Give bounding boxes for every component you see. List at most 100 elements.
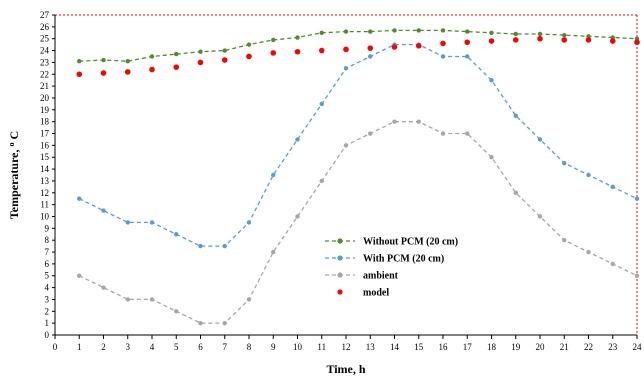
y-tick-labels: 0123456789101112131415161718192021222324… <box>40 10 55 340</box>
data-point-model <box>609 38 616 44</box>
data-point-without-pcm-20-cm <box>562 32 567 38</box>
series-points <box>76 28 640 326</box>
y-tick-label: 18 <box>40 117 50 127</box>
x-tick-label: 6 <box>198 342 203 352</box>
data-point-model <box>464 39 471 46</box>
data-point-model <box>561 37 568 43</box>
x-tick-label: 23 <box>608 342 618 352</box>
x-tick-label: 7 <box>223 342 228 352</box>
plot-frame <box>55 14 638 335</box>
y-tick-label: 5 <box>45 271 50 281</box>
y-tick-label: 11 <box>40 200 49 210</box>
data-point-without-pcm-20-cm <box>295 35 300 40</box>
y-tick-label: 9 <box>45 223 50 233</box>
data-point-with-pcm-20-cm <box>125 220 130 225</box>
data-point-without-pcm-20-cm <box>513 31 518 37</box>
x-tick-label: 5 <box>174 342 179 352</box>
data-point-with-pcm-20-cm <box>537 137 543 142</box>
data-point-without-pcm-20-cm <box>271 37 276 43</box>
legend-label-with-pcm-20-cm: With PCM (20 cm) <box>363 254 444 265</box>
data-point-model <box>149 66 155 73</box>
legend-swatch-marker-model <box>337 289 343 295</box>
series-line-with-pcm-20-cm <box>79 43 638 247</box>
x-tick-label: 11 <box>317 342 326 352</box>
y-tick-label: 17 <box>40 129 50 139</box>
data-point-without-pcm-20-cm <box>416 28 421 33</box>
data-point-with-pcm-20-cm <box>174 232 179 237</box>
data-point-model <box>294 48 301 55</box>
data-point-model <box>318 47 325 54</box>
data-point-ambient <box>513 190 518 195</box>
x-tick-label: 2 <box>101 342 106 352</box>
data-point-without-pcm-20-cm <box>440 28 446 33</box>
data-point-ambient <box>537 214 543 219</box>
y-tick-label: 15 <box>40 152 50 162</box>
data-point-ambient <box>77 273 82 278</box>
y-tick-label: 7 <box>45 247 50 257</box>
data-point-ambient <box>368 131 373 136</box>
legend-label-without-pcm-20-cm: Without PCM (20 cm) <box>363 237 458 248</box>
x-tick-label: 16 <box>439 342 449 352</box>
y-tick-label: 6 <box>45 259 50 269</box>
data-point-with-pcm-20-cm <box>368 54 373 59</box>
data-point-without-pcm-20-cm <box>343 29 349 34</box>
x-tick-label: 19 <box>511 342 521 352</box>
y-tick-label: 25 <box>40 34 50 44</box>
y-tick-label: 24 <box>40 46 50 56</box>
x-axis-title: Time, h <box>326 362 365 376</box>
data-point-model <box>512 37 519 43</box>
data-point-model <box>585 37 592 43</box>
data-point-without-pcm-20-cm <box>149 54 155 59</box>
x-tick-label: 10 <box>293 342 303 352</box>
data-point-ambient <box>440 131 446 136</box>
data-point-model <box>124 69 131 75</box>
data-point-without-pcm-20-cm <box>174 51 179 57</box>
x-tick-label: 3 <box>126 342 131 352</box>
data-point-model <box>488 38 495 44</box>
data-point-ambient <box>101 285 106 290</box>
data-point-ambient <box>489 155 494 160</box>
y-tick-label: 20 <box>40 93 50 103</box>
data-point-model <box>100 70 107 76</box>
x-tick-label: 22 <box>584 342 593 352</box>
y-tick-label: 4 <box>45 283 50 293</box>
data-point-ambient <box>295 214 300 219</box>
y-tick-label: 10 <box>40 211 50 221</box>
x-tick-label: 21 <box>560 342 569 352</box>
data-point-ambient <box>343 143 349 148</box>
x-tick-label: 20 <box>536 342 546 352</box>
data-point-with-pcm-20-cm <box>246 220 252 225</box>
data-point-model <box>173 64 180 70</box>
data-point-model <box>343 46 349 53</box>
data-point-without-pcm-20-cm <box>392 28 397 33</box>
data-point-ambient <box>222 320 227 326</box>
y-tick-label: 1 <box>45 318 50 328</box>
x-tick-label: 0 <box>53 342 58 352</box>
series-lines <box>79 29 638 324</box>
data-point-ambient <box>416 119 421 124</box>
y-axis-title: Temperature, o C <box>7 131 22 219</box>
data-point-with-pcm-20-cm <box>222 243 227 249</box>
data-point-with-pcm-20-cm <box>101 208 106 213</box>
data-point-without-pcm-20-cm <box>101 57 106 63</box>
data-point-with-pcm-20-cm <box>513 113 518 118</box>
y-tick-label: 13 <box>40 176 50 186</box>
y-tick-label: 26 <box>40 22 50 32</box>
series-line-without-pcm-20-cm <box>79 29 638 62</box>
data-point-with-pcm-20-cm <box>77 196 82 201</box>
data-point-ambient <box>271 249 276 255</box>
legend-swatch-marker-with-pcm-20-cm <box>337 255 343 261</box>
y-tick-label: 19 <box>40 105 50 115</box>
data-point-with-pcm-20-cm <box>562 160 567 166</box>
data-point-model <box>367 45 374 51</box>
legend-swatch-marker-ambient <box>337 272 343 278</box>
data-point-without-pcm-20-cm <box>489 30 494 35</box>
y-axis-title-main: Temperature, <box>7 147 21 220</box>
data-point-with-pcm-20-cm <box>149 220 155 225</box>
y-tick-label: 12 <box>40 188 49 198</box>
y-tick-label: 3 <box>45 294 50 304</box>
data-point-without-pcm-20-cm <box>246 42 252 47</box>
data-point-ambient <box>174 309 179 314</box>
